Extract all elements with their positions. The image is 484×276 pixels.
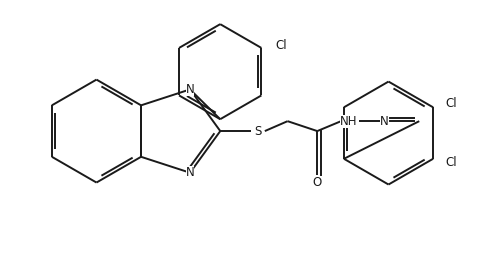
Text: Cl: Cl [445,97,456,110]
Text: NH: NH [340,115,358,128]
Text: N: N [186,83,195,96]
Text: N: N [186,166,195,179]
Text: Cl: Cl [275,39,287,52]
Text: Cl: Cl [445,156,456,169]
Text: N: N [380,115,389,128]
Text: O: O [313,176,322,189]
Text: S: S [254,124,261,137]
